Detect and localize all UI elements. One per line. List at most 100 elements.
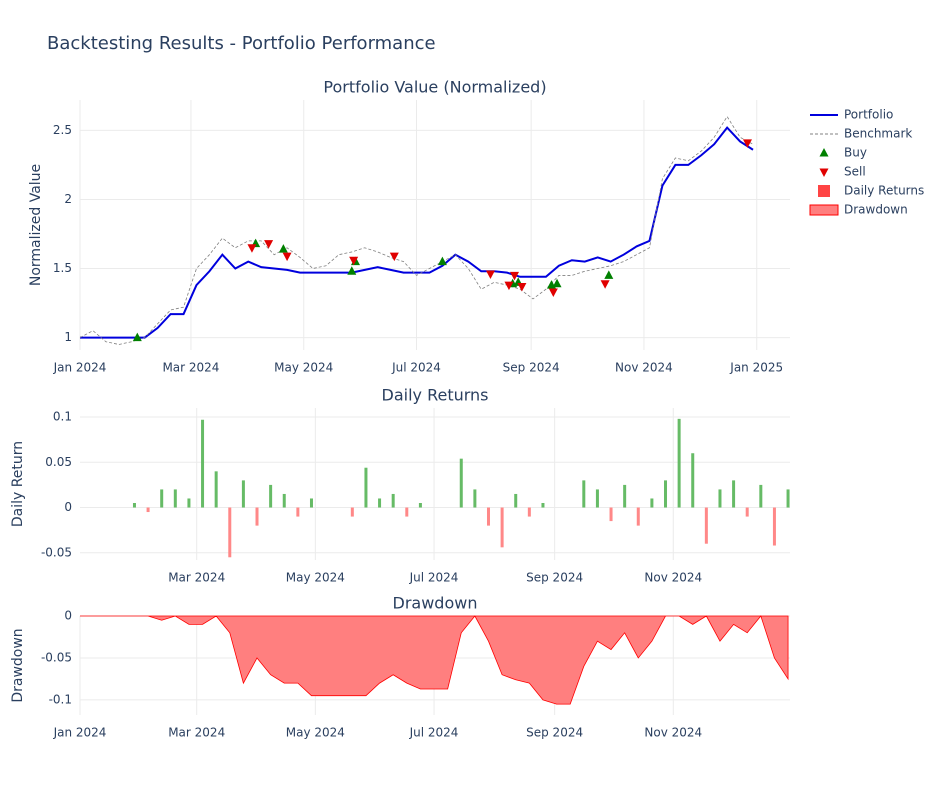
trade-marker — [347, 266, 357, 275]
x-tick-label: Jan 2024 — [53, 726, 107, 740]
x-tick-label: Sep 2024 — [503, 361, 560, 375]
x-tick-label: Nov 2024 — [644, 571, 702, 585]
legend-item: Benchmark — [810, 127, 912, 141]
x-tick-label: May 2024 — [286, 726, 345, 740]
return-bar — [282, 493, 286, 508]
legend-label: Buy — [844, 146, 867, 160]
y-tick-label: 0.05 — [45, 455, 72, 469]
trade-marker — [600, 280, 610, 289]
return-bar — [732, 480, 736, 508]
x-tick-label: Nov 2024 — [644, 726, 702, 740]
return-bar — [786, 489, 790, 508]
return-bar — [514, 493, 518, 508]
return-bar — [704, 507, 708, 544]
return-bar — [759, 484, 763, 508]
return-bar — [650, 498, 654, 508]
drawdown-area — [80, 615, 789, 705]
trade-marker — [278, 244, 288, 253]
return-bar — [718, 489, 722, 508]
trade-marker — [264, 240, 274, 249]
return-bar — [636, 507, 640, 526]
trade-marker — [485, 270, 495, 280]
legend-label: Drawdown — [844, 203, 908, 217]
return-bar — [201, 419, 205, 508]
y-tick-label: -0.05 — [41, 650, 72, 664]
trade-marker — [604, 270, 614, 279]
return-bar — [132, 503, 136, 508]
x-tick-label: Sep 2024 — [526, 726, 583, 740]
trade-marker — [510, 271, 520, 281]
trade-marker — [282, 252, 292, 262]
y-tick-label: -0.1 — [49, 692, 72, 706]
legend-swatch — [809, 204, 839, 216]
x-tick-label: Sep 2024 — [526, 571, 583, 585]
y-axis-label: Daily Return — [10, 441, 26, 527]
return-bar — [350, 507, 354, 517]
return-bar — [609, 507, 613, 522]
return-bar — [473, 489, 477, 508]
legend-item: Daily Returns — [818, 184, 924, 198]
return-bar — [745, 507, 749, 517]
return-bar — [214, 471, 218, 508]
y-tick-label: 0.1 — [53, 410, 72, 424]
return-bar — [664, 480, 668, 508]
return-bar — [405, 507, 409, 517]
return-bar — [459, 458, 463, 508]
page-title: Backtesting Results - Portfolio Performa… — [47, 33, 436, 54]
y-tick-label: 0 — [64, 609, 72, 623]
return-bar — [691, 453, 695, 508]
return-bar — [677, 418, 681, 508]
trade-marker — [742, 139, 752, 148]
return-bar — [418, 503, 422, 508]
x-tick-label: Jan 2025 — [729, 361, 783, 375]
y-tick-label: 1 — [64, 330, 72, 344]
return-bar — [269, 484, 273, 508]
return-bar — [241, 480, 245, 508]
trade-marker — [504, 281, 514, 291]
legend-item: Buy — [819, 146, 867, 160]
return-bar — [772, 507, 776, 546]
y-axis-label: Drawdown — [10, 628, 26, 702]
y-tick-label: -0.05 — [41, 545, 72, 559]
legend-swatch — [819, 148, 829, 157]
return-bar — [228, 507, 232, 558]
trade-marker — [389, 252, 399, 262]
trade-marker — [517, 282, 527, 292]
x-tick-label: Mar 2024 — [168, 571, 225, 585]
return-bar — [378, 498, 382, 508]
return-bar — [582, 480, 586, 508]
return-bar — [391, 493, 395, 508]
x-tick-label: Jul 2024 — [391, 361, 441, 375]
return-bar — [623, 484, 627, 508]
x-tick-label: May 2024 — [286, 571, 345, 585]
legend-item: Drawdown — [809, 203, 908, 217]
legend-label: Daily Returns — [844, 184, 924, 198]
x-tick-label: Jul 2024 — [409, 726, 459, 740]
trade-marker — [552, 278, 562, 288]
return-bar — [296, 507, 300, 517]
y-axis-label: Normalized Value — [28, 164, 44, 286]
x-tick-label: Mar 2024 — [162, 361, 219, 375]
legend-swatch — [818, 185, 830, 197]
y-tick-label: 1.5 — [53, 261, 72, 275]
return-bar — [160, 489, 164, 508]
series-line — [80, 126, 754, 339]
subplot-title: Daily Returns — [382, 386, 489, 405]
return-bar — [146, 507, 150, 513]
legend-label: Portfolio — [844, 108, 893, 122]
return-bar — [500, 507, 504, 548]
y-tick-label: 2 — [64, 192, 72, 206]
return-bar — [173, 489, 177, 508]
legend-item: Sell — [819, 165, 866, 179]
return-bar — [595, 489, 599, 508]
legend-item: Portfolio — [810, 108, 893, 122]
return-bar — [187, 498, 191, 508]
trade-marker — [548, 288, 558, 297]
return-bar — [364, 467, 368, 508]
return-bar — [255, 507, 259, 526]
trade-marker — [132, 332, 142, 342]
y-tick-label: 2.5 — [53, 123, 72, 137]
x-tick-label: Mar 2024 — [168, 726, 225, 740]
legend-swatch — [819, 168, 829, 177]
